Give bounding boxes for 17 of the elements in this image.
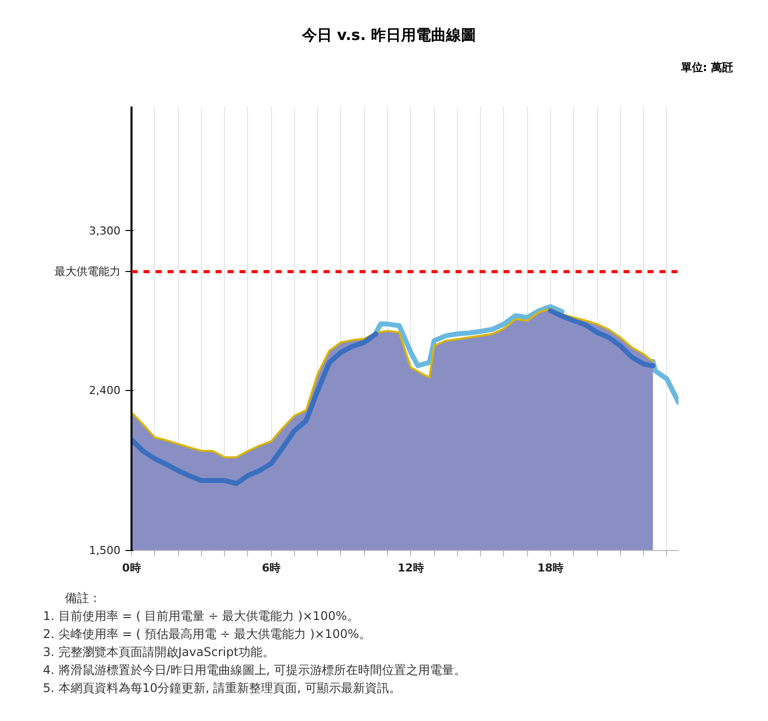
text: 2. 尖峰使用率 = ( 預估最高用電 ÷ 最大供電能力 )×100%。 [43, 626, 372, 643]
y-tick-label: 2,400 [89, 384, 121, 398]
text: 3. 完整瀏覽本頁面請開啟JavaScript功能。 [43, 644, 276, 661]
text: 單位: 萬瓩 [680, 60, 733, 76]
text: 備註： [64, 590, 102, 607]
y-tick-label: 3,300 [89, 224, 121, 238]
line-series [132, 308, 654, 458]
x-tick-label: 12時 [398, 562, 424, 574]
y-tick-label: 1,500 [89, 544, 121, 557]
text: 1. 目前使用率 = ( 目前用電量 ÷ 最大供電能力 )×100%。 [43, 608, 360, 625]
text: 5. 本網頁資料為每10分鐘更新, 請重新整理頁面, 可顯示最新資訊。 [43, 680, 402, 697]
x-tick-label: 0時 [122, 562, 141, 574]
ref-line-label: 最大供電能力 [54, 265, 120, 278]
x-tick-label: 6時 [262, 562, 280, 574]
chart-title: 今日 v.s. 昨日用電曲線圖 [300, 25, 478, 46]
x-tick-label: 18時 [537, 562, 564, 574]
text: 4. 將滑鼠游標置於今日/昨日用電曲線圖上, 可提示游標所在時間位置之用電量。 [43, 662, 466, 679]
